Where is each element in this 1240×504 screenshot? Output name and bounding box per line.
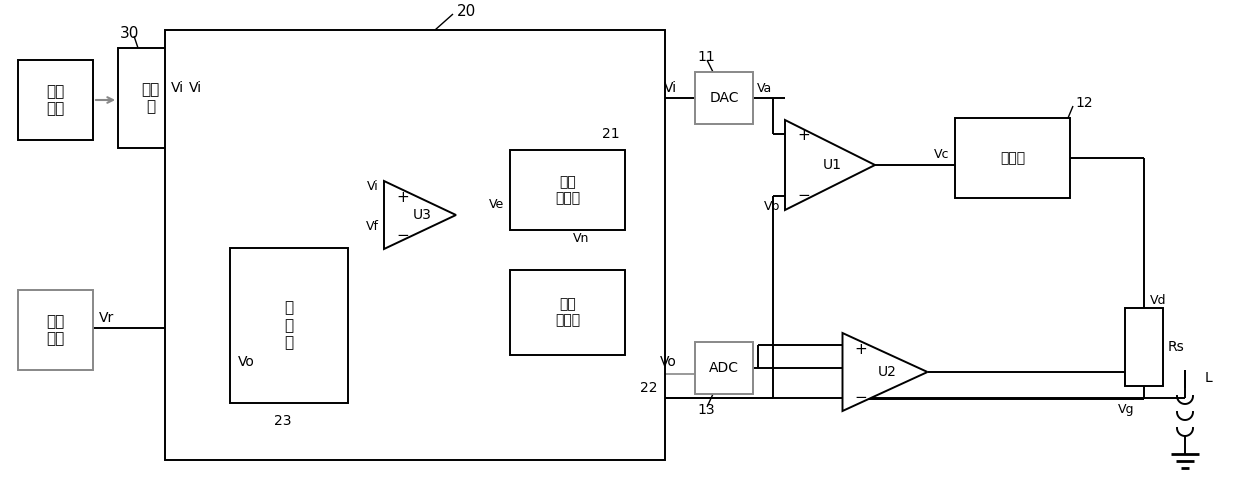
Text: Vf: Vf — [366, 220, 379, 232]
Bar — [19, 60, 93, 140]
Polygon shape — [384, 181, 456, 249]
Text: Vg: Vg — [1117, 404, 1135, 416]
Text: DAC: DAC — [709, 91, 739, 105]
Text: Vo: Vo — [238, 355, 255, 369]
Text: 22: 22 — [640, 381, 657, 395]
Bar — [19, 290, 93, 370]
Text: Vi: Vi — [663, 81, 677, 95]
Bar — [510, 270, 625, 355]
Text: U3: U3 — [413, 208, 432, 222]
Text: L: L — [1205, 371, 1213, 385]
Text: 23: 23 — [274, 414, 291, 428]
Text: U1: U1 — [822, 158, 842, 172]
Bar — [510, 150, 625, 230]
Bar — [694, 72, 753, 124]
Text: −: − — [854, 390, 867, 405]
Text: U2: U2 — [878, 365, 897, 379]
Bar — [1125, 308, 1163, 386]
Text: Vi: Vi — [188, 81, 202, 95]
Text: −: − — [396, 227, 409, 242]
Text: +: + — [797, 129, 810, 144]
Text: 12: 12 — [1075, 96, 1092, 110]
Text: Vi: Vi — [367, 179, 379, 193]
Text: Vr: Vr — [99, 311, 114, 325]
Bar — [229, 248, 348, 403]
Text: 数字
放大器: 数字 放大器 — [556, 297, 580, 328]
Text: 13: 13 — [697, 403, 714, 417]
Text: 积分器: 积分器 — [999, 151, 1025, 165]
Text: −: − — [797, 188, 810, 204]
Text: 数字
积分器: 数字 积分器 — [556, 175, 580, 205]
Bar — [165, 30, 665, 460]
Text: Ve: Ve — [489, 199, 503, 212]
Polygon shape — [785, 120, 875, 210]
Text: +: + — [854, 342, 867, 356]
Text: Vi: Vi — [171, 81, 184, 95]
Text: 20: 20 — [458, 5, 476, 20]
Text: Rs: Rs — [1168, 340, 1184, 354]
Polygon shape — [842, 333, 928, 411]
Text: Vd: Vd — [1149, 293, 1167, 306]
Text: Vc: Vc — [934, 149, 949, 161]
Text: +: + — [396, 190, 409, 205]
Text: Vo: Vo — [660, 355, 677, 369]
Text: 用户
设定: 用户 设定 — [46, 84, 64, 116]
Bar — [955, 118, 1070, 198]
Bar — [118, 48, 184, 148]
Text: 故障
上报: 故障 上报 — [46, 314, 64, 346]
Text: 21: 21 — [603, 127, 620, 141]
Text: ADC: ADC — [709, 361, 739, 375]
Text: Vn: Vn — [573, 231, 589, 244]
Text: 30: 30 — [120, 27, 139, 41]
Text: 调节
器: 调节 器 — [141, 82, 160, 114]
Bar — [694, 342, 753, 394]
Text: 比
较
器: 比 较 器 — [284, 300, 294, 350]
Text: 11: 11 — [697, 50, 714, 64]
Text: Vb: Vb — [764, 200, 780, 213]
Text: Va: Va — [756, 82, 773, 95]
